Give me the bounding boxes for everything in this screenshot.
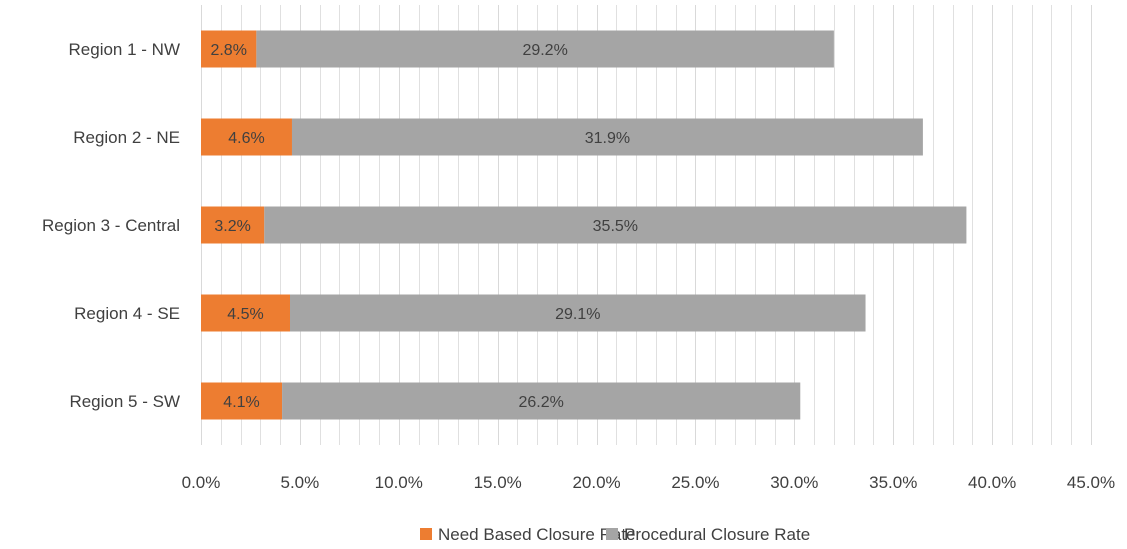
need-based-bar — [201, 294, 290, 332]
legend-label: Need Based Closure Rate — [438, 525, 636, 544]
axis-layer: 0.0% 5.0% 10.0% 15.0% 20.0% 25.0% 30.0% 35.0% 40… — [42, 40, 1115, 492]
procedural-bar — [291, 118, 923, 156]
category-label: Region 2 - NE — [73, 128, 180, 147]
data-label: 35.5% — [593, 218, 638, 235]
data-label: 29.1% — [555, 306, 600, 323]
category-label: Region 3 - Central — [42, 216, 180, 235]
category-label: Region 4 - SE — [74, 304, 180, 323]
procedural-bar — [256, 30, 834, 68]
x-tick-label: 15.0% — [474, 473, 522, 492]
data-label: 4.5% — [227, 306, 263, 323]
x-tick-label: 30.0% — [770, 473, 818, 492]
need-based-bar — [201, 382, 283, 420]
x-tick-label: 45.0% — [1067, 473, 1115, 492]
legend-swatch — [606, 528, 618, 540]
bar-layer — [201, 30, 967, 420]
x-tick-label: 5.0% — [281, 473, 320, 492]
procedural-bar — [264, 206, 967, 244]
data-label: 4.6% — [228, 130, 264, 147]
x-tick-label: 20.0% — [572, 473, 620, 492]
need-based-bar — [201, 30, 257, 68]
legend-swatch — [420, 528, 432, 540]
category-label: Region 5 - SW — [69, 392, 180, 411]
data-label: 2.8% — [210, 42, 246, 59]
x-tick-label: 35.0% — [869, 473, 917, 492]
data-label: 3.2% — [214, 218, 250, 235]
data-label: 29.2% — [522, 42, 567, 59]
data-label: 31.9% — [585, 130, 630, 147]
need-based-bar — [201, 118, 292, 156]
x-tick-label: 25.0% — [671, 473, 719, 492]
category-label: Region 1 - NW — [69, 40, 180, 59]
need-based-bar — [201, 206, 265, 244]
procedural-bar — [282, 382, 801, 420]
data-label: 4.1% — [223, 394, 259, 411]
x-tick-label: 10.0% — [375, 473, 423, 492]
x-tick-label: 0.0% — [182, 473, 221, 492]
data-label: 26.2% — [518, 394, 563, 411]
label-layer: 2.8% 29.2% 4.6% 31.9% 3.2% 35.5% 4.5% 29.1% 4.1%… — [210, 42, 638, 411]
legend-label: Procedural Closure Rate — [624, 525, 810, 544]
x-tick-label: 40.0% — [968, 473, 1016, 492]
procedural-bar — [290, 294, 866, 332]
